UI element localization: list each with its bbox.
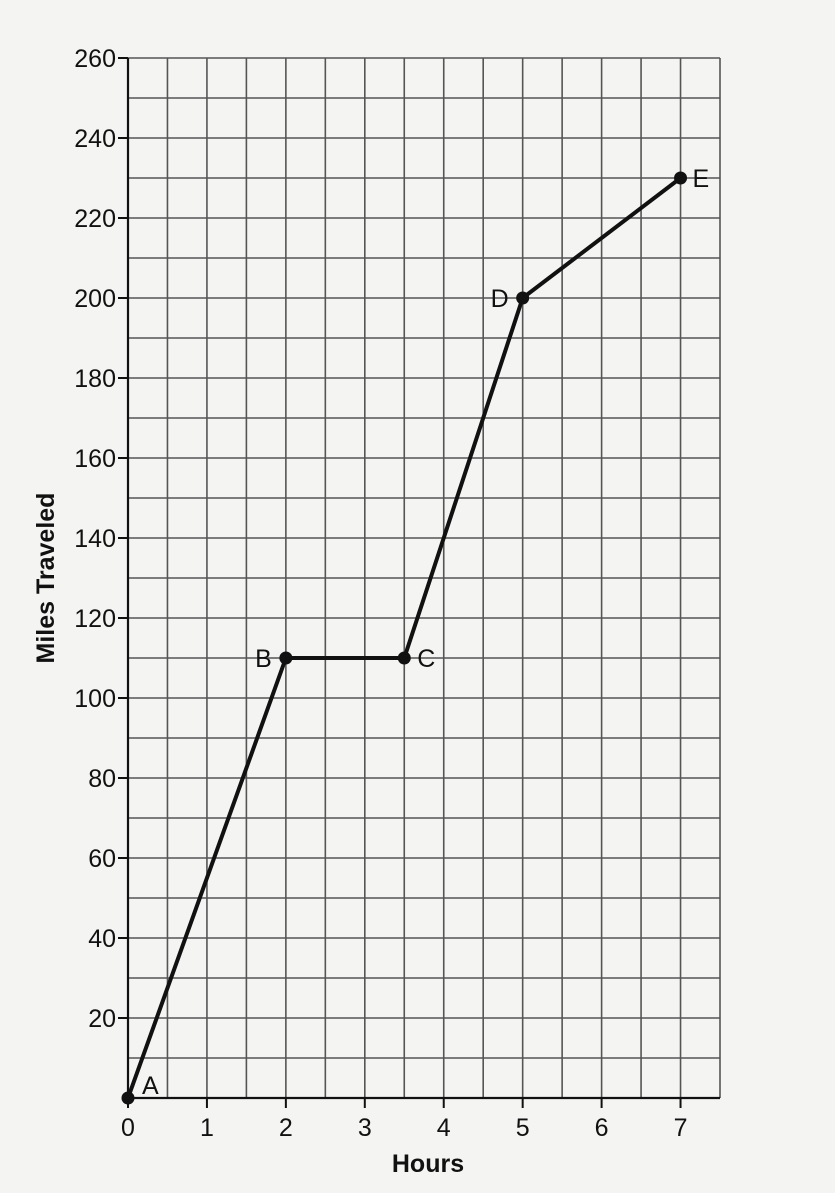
- y-tick-label: 20: [88, 1005, 116, 1033]
- point-label-c: C: [417, 645, 435, 673]
- data-point-a: [121, 1091, 135, 1105]
- data-point-c: [397, 651, 411, 665]
- x-axis-title: Hours: [392, 1150, 464, 1178]
- y-tick-label: 180: [74, 365, 116, 393]
- y-tick-label: 120: [74, 605, 116, 633]
- y-tick-label: 220: [74, 205, 116, 233]
- data-point-b: [279, 651, 293, 665]
- y-tick-label: 60: [88, 845, 116, 873]
- y-tick-label: 100: [74, 685, 116, 713]
- x-tick-label: 3: [358, 1114, 372, 1142]
- tick-labels: 20 40 60 80 100 120 140 160 180 200 220 240 260 0 1 2 3 4…: [74, 45, 687, 1142]
- y-tick-label: 40: [88, 925, 116, 953]
- data-points: A B C D E: [121, 165, 710, 1105]
- axes: [126, 58, 720, 1100]
- x-tick-label: 5: [516, 1114, 530, 1142]
- point-label-a: A: [142, 1072, 159, 1100]
- x-tick-label: 0: [121, 1114, 135, 1142]
- x-tick-label: 7: [674, 1114, 688, 1142]
- point-label-e: E: [693, 165, 710, 193]
- data-point-d: [516, 291, 530, 305]
- data-point-e: [674, 171, 688, 185]
- x-tick-label: 1: [200, 1114, 214, 1142]
- grid: [127, 57, 721, 1099]
- point-label-d: D: [491, 285, 509, 313]
- y-axis-title: Miles Traveled: [32, 493, 60, 664]
- y-tick-label: 80: [88, 765, 116, 793]
- x-tick-label: 4: [437, 1114, 451, 1142]
- point-label-b: B: [255, 645, 272, 673]
- x-tick-label: 6: [595, 1114, 609, 1142]
- y-tick-label: 240: [74, 125, 116, 153]
- y-tick-label: 140: [74, 525, 116, 553]
- y-tick-label: 200: [74, 285, 116, 313]
- x-tick-label: 2: [279, 1114, 293, 1142]
- y-tick-label: 260: [74, 45, 116, 73]
- y-tick-label: 160: [74, 445, 116, 473]
